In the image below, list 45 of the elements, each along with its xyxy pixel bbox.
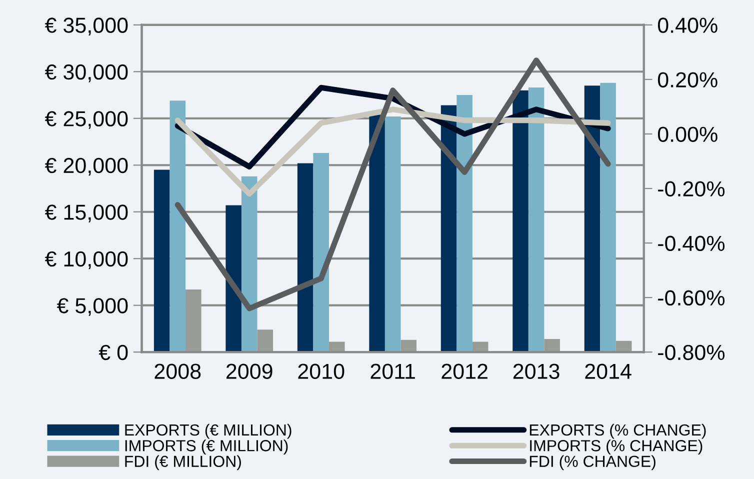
bar — [257, 330, 274, 352]
bar — [170, 100, 186, 352]
y-tick-label: € 35,000 — [44, 18, 128, 36]
y2-tick-label: 0.00% — [658, 126, 718, 142]
x-tick-label: 2008 — [154, 364, 201, 379]
bar — [313, 152, 329, 352]
y-tick-label: € 25,000 — [44, 111, 128, 129]
x-tick-label: 2009 — [226, 364, 272, 379]
y-tick-label: € 30,000 — [44, 64, 128, 82]
legend-label: EXPORTS (% CHANGE) — [530, 424, 706, 439]
y-tick-label: € 10,000 — [44, 251, 128, 270]
bar — [154, 170, 170, 352]
bar — [600, 82, 616, 352]
bar — [512, 90, 528, 352]
bar — [400, 340, 417, 352]
x-tick-label: 2012 — [442, 364, 488, 379]
x-tick-label: 2014 — [585, 364, 632, 379]
bar — [544, 338, 560, 352]
bar — [528, 88, 544, 352]
x-tick-label: 2011 — [370, 364, 415, 379]
y2-tick-label: -0.20% — [658, 181, 725, 196]
bar — [297, 163, 314, 352]
bar — [226, 205, 242, 352]
legend-label: IMPORTS (€ MILLION) — [125, 440, 288, 454]
bar — [384, 116, 401, 352]
legend-label: FDI (€ MILLION) — [125, 455, 241, 470]
bar — [584, 86, 600, 352]
legend-label: IMPORTS (% CHANGE) — [530, 440, 702, 454]
y-tick-label: € 5,000 — [56, 298, 128, 316]
y2-tick-label: 0.40% — [658, 18, 718, 33]
bar — [186, 289, 202, 352]
y2-tick-label: -0.80% — [658, 344, 725, 360]
y-tick-label: € 15,000 — [44, 204, 128, 222]
y2-tick-label: -0.40% — [658, 236, 725, 252]
y-tick-label: € 0 — [98, 344, 128, 360]
bar — [456, 95, 472, 352]
y2-tick-label: -0.60% — [658, 290, 725, 306]
x-tick-label: 2013 — [513, 364, 560, 379]
y2-tick-label: 0.20% — [658, 72, 718, 88]
x-tick-label: 2010 — [298, 364, 344, 379]
y-tick-label: € 20,000 — [44, 158, 128, 176]
legend-label: FDI (% CHANGE) — [530, 455, 656, 470]
legend-label: EXPORTS (€ MILLION) — [125, 424, 292, 439]
bar — [440, 105, 457, 352]
bar — [369, 114, 385, 352]
